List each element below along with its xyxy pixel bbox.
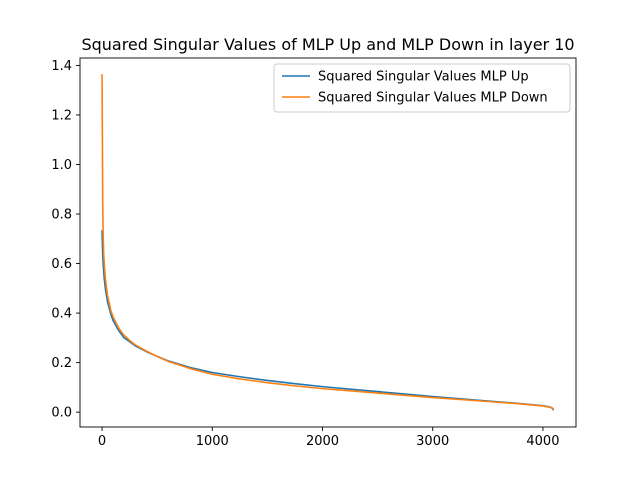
x-tick-label: 0 bbox=[98, 434, 106, 449]
y-tick-label: 0.0 bbox=[51, 406, 72, 421]
legend-box bbox=[273, 63, 571, 113]
y-tick-label: 1.4 bbox=[51, 59, 72, 74]
legend-label-1: Squared Singular Values MLP Up bbox=[318, 70, 529, 85]
x-tick-label: 4000 bbox=[526, 434, 559, 449]
x-tick-label: 2000 bbox=[306, 434, 339, 449]
y-tick-label: 1.0 bbox=[51, 158, 72, 173]
y-tick-label: 0.6 bbox=[51, 257, 72, 272]
x-tick-label: 1000 bbox=[196, 434, 229, 449]
y-tick-label: 0.2 bbox=[51, 356, 72, 371]
legend-label-2: Squared Singular Values MLP Down bbox=[318, 91, 548, 106]
axes-frame bbox=[79, 57, 577, 428]
y-tick-label: 0.4 bbox=[51, 307, 72, 322]
plot-area: 0 1000 2000 3000 4000 0.0 0.2 0.4 0.6 0.8 1.0 1.2 1.… bbox=[51, 57, 577, 449]
chart-title: Squared Singular Values of MLP Up and ML… bbox=[81, 35, 574, 54]
series-line-2 bbox=[101, 74, 555, 410]
y-tick-label: 0.8 bbox=[51, 208, 72, 223]
x-tick-label: 3000 bbox=[416, 434, 449, 449]
y-tick-label: 1.2 bbox=[51, 108, 72, 123]
